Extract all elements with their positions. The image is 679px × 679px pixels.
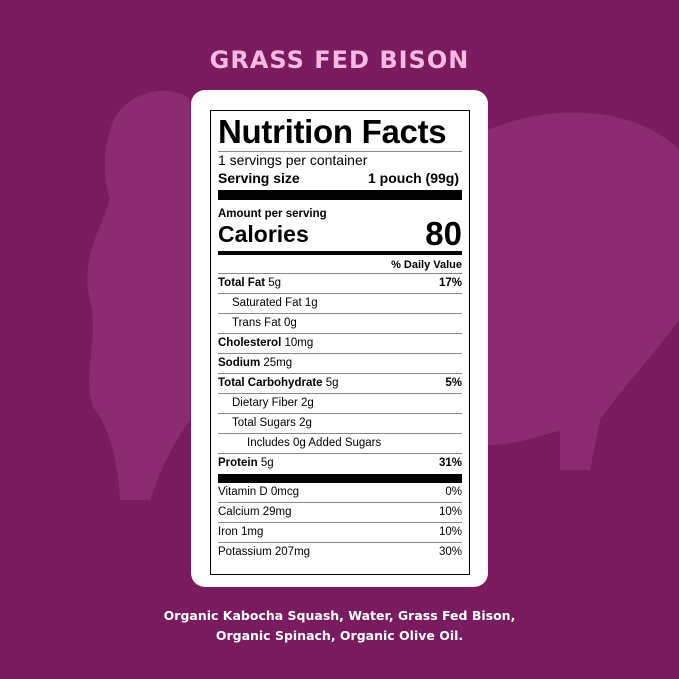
nutrition-facts-heading: Nutrition Facts [218,113,447,150]
amount-per-serving: Amount per serving [218,208,327,220]
nutrition-facts-label: Nutrition Facts 1 servings per container… [210,110,470,575]
nutrient-name: Total Carbohydrate [218,377,323,389]
nutrient-name: Total Sugars [232,417,296,429]
nutrient-daily-value: 10% [438,506,462,518]
nutrient-row: Total Carbohydrate 5g 5% [218,373,462,393]
divider-thick [218,474,462,483]
nutrient-row: Sodium 25mg [218,353,462,373]
nutrient-daily-value: 10% [438,526,462,538]
nutrient-row: Calcium 29mg 10% [218,502,462,522]
nutrient-daily-value: 0% [445,486,462,498]
nutrient-amount: 2g [301,397,314,409]
nutrient-amount: 2g [299,417,312,429]
nutrient-name: Cholesterol [218,337,282,349]
nutrient-daily-value: 31% [438,457,462,469]
servings-per-container: 1 servings per container [218,152,368,168]
nutrient-name: Sodium [218,357,261,369]
nutrient-name: Saturated Fat [232,297,302,309]
daily-value-header: % Daily Value [391,259,462,271]
ingredients-line-1: Organic Kabocha Squash, Water, Grass Fed… [163,608,516,623]
nutrition-card: Nutrition Facts 1 servings per container… [191,90,488,587]
nutrient-name: Total Fat [218,277,266,289]
nutrient-row: Iron 1mg 10% [218,522,462,542]
nutrient-amount: 0g [283,317,297,329]
nutrient-amount: 25mg [263,357,293,369]
nutrient-row: Saturated Fat 1g [218,293,462,313]
nutrient-list: Total Fat 5g 17% Saturated Fat 1g Trans Fat… [218,273,462,473]
nutrient-name: Vitamin D [218,486,268,498]
nutrient-row: Cholesterol 10mg [218,333,462,353]
nutrient-name: Dietary Fiber [232,397,298,409]
nutrient-daily-value: 30% [438,546,462,558]
ingredients: Organic Kabocha Squash, Water, Grass Fed… [0,606,679,646]
nutrient-amount: 5g [260,457,274,469]
nutrient-row: Dietary Fiber 2g [218,393,462,413]
nutrient-amount: 29mg [262,506,292,518]
nutrient-amount: 10mg [284,337,314,349]
vitamin-list: Vitamin D 0mcg 0% Calcium 29mg 10% Iron 1mg 1… [218,483,462,562]
nutrient-daily-value: 5% [445,377,462,389]
calories-label: Calories [218,221,309,247]
divider-thick [218,190,462,200]
nutrient-row: Protein 5g 31% [218,453,462,473]
nutrient-name: Potassium [218,546,272,558]
serving-size: Serving size 1 pouch (99g) [218,169,462,190]
nutrient-amount: 0mcg [270,486,299,498]
nutrient-amount: 5g [268,277,282,289]
product-title: GRASS FED BISON [209,46,470,74]
serving-size-label: Serving size [218,170,300,186]
nutrient-name: Trans Fat [232,317,281,329]
divider-medium [218,251,462,255]
nutrient-row: Total Fat 5g 17% [218,273,462,293]
nutrient-name: Iron [218,526,238,538]
nutrient-amount: 5g [325,377,339,389]
nutrient-row: Includes 0g Added Sugars [218,433,462,453]
nutrient-name: Protein [218,457,258,469]
nutrient-amount: 1mg [241,526,264,538]
nutrient-row: Potassium 207mg 30% [218,542,462,562]
nutrient-row: Total Sugars 2g [218,413,462,433]
nutrient-daily-value: 17% [438,277,462,289]
nutrient-amount: 207mg [274,546,311,558]
calories-row: Calories 80 [218,215,462,252]
nutrient-name: Includes 0g Added Sugars [247,437,382,449]
nutrient-name: Calcium [218,506,260,518]
ingredients-line-2: Organic Spinach, Organic Olive Oil. [215,628,464,643]
calories-value: 80 [425,215,462,252]
nutrient-amount: 1g [304,297,318,309]
serving-size-value: 1 pouch (99g) [367,170,459,186]
nutrient-row: Vitamin D 0mcg 0% [218,483,462,502]
nutrient-row: Trans Fat 0g [218,313,462,333]
